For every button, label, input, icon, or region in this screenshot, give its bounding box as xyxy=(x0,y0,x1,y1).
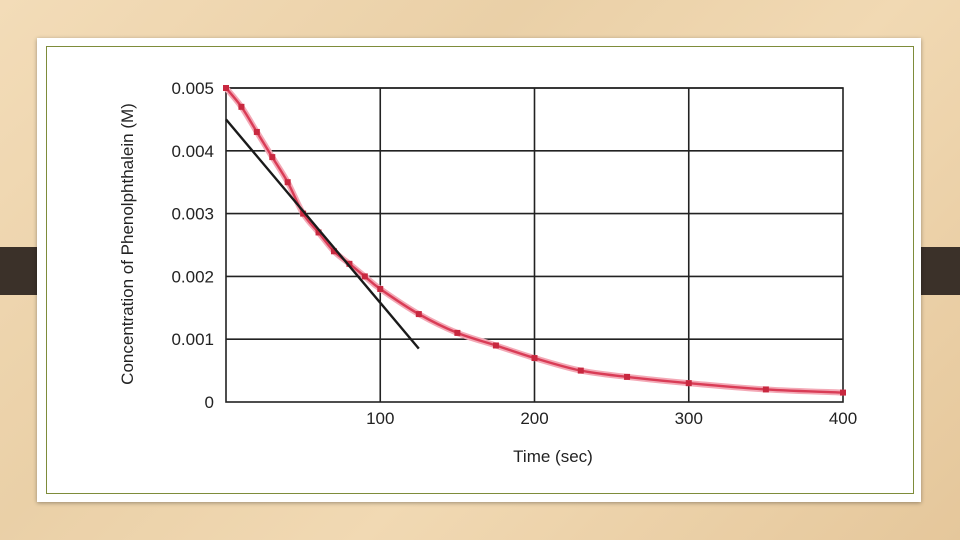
series-0-point-18 xyxy=(762,386,769,393)
y-tick-label-3: 0.003 xyxy=(171,205,214,224)
x-tick-label-3: 400 xyxy=(829,409,857,428)
y-tick-label-1: 0.001 xyxy=(171,330,214,349)
series-0-point-12 xyxy=(454,329,461,336)
series-0-point-2 xyxy=(253,128,260,135)
series-0-point-8 xyxy=(346,260,353,267)
chart-axes xyxy=(225,87,844,403)
series-0-point-5 xyxy=(300,210,307,217)
x-tick-label-2: 300 xyxy=(675,409,703,428)
series-0-point-16 xyxy=(624,373,631,380)
series-0-point-1 xyxy=(238,103,245,110)
y-tick-label-2: 0.002 xyxy=(171,267,214,286)
series-0-point-10 xyxy=(377,285,384,292)
chart-annotations xyxy=(225,118,420,350)
series-0-point-7 xyxy=(330,248,337,255)
series-0-point-3 xyxy=(269,154,276,161)
chart-series xyxy=(223,85,846,396)
series-0-point-15 xyxy=(577,367,584,374)
x-axis-label: Time (sec) xyxy=(513,447,593,466)
series-0-point-19 xyxy=(840,389,846,396)
x-tick-label-1: 200 xyxy=(520,409,548,428)
series-0-point-0 xyxy=(223,85,229,91)
tangent-line-0 xyxy=(225,118,420,350)
y-tick-label-4: 0.004 xyxy=(171,142,214,161)
series-0-point-4 xyxy=(284,179,291,186)
plot-frame xyxy=(225,87,844,403)
y-axis-label: Concentration of Phenolphthalein (M) xyxy=(118,103,137,385)
slide-frame xyxy=(46,46,914,494)
series-0-point-9 xyxy=(361,273,368,280)
series-0-point-14 xyxy=(531,355,538,362)
series-0-point-17 xyxy=(685,380,692,387)
x-tick-label-0: 100 xyxy=(366,409,394,428)
series-0-point-6 xyxy=(315,229,322,236)
y-tick-label-0: 0 xyxy=(205,393,214,412)
chart-grid xyxy=(226,87,843,402)
series-0-point-11 xyxy=(415,311,422,318)
y-tick-label-5: 0.005 xyxy=(171,79,214,98)
series-0-point-13 xyxy=(492,342,499,349)
chart-ticks: 0 0.001 0.002 0.003 0.004 0.005 100 200 300 400 xyxy=(171,79,857,428)
